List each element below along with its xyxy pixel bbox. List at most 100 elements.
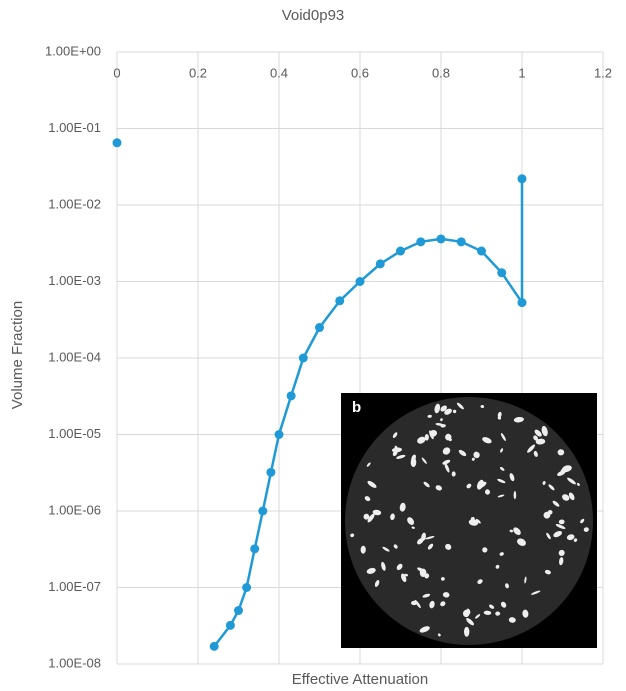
pore [483, 610, 492, 615]
pore [557, 470, 566, 476]
pore [411, 526, 415, 529]
data-point [112, 138, 122, 148]
pore [434, 403, 441, 414]
pore [547, 510, 553, 515]
pore [542, 481, 546, 485]
pore [473, 451, 480, 459]
pore [425, 536, 435, 540]
data-point [225, 620, 235, 630]
pore [466, 618, 475, 626]
data-point [375, 259, 385, 269]
pore [419, 626, 430, 633]
pore [500, 601, 507, 608]
data-point [396, 246, 405, 256]
pore [399, 502, 406, 512]
pore [363, 513, 370, 520]
x-tick-label: 0 [113, 65, 120, 80]
pore [561, 465, 572, 473]
pore [445, 433, 452, 441]
pore [566, 534, 575, 541]
pore [382, 546, 390, 552]
pore [477, 579, 483, 584]
pore [513, 416, 524, 423]
x-tick-label: 0.8 [432, 65, 450, 80]
pore [393, 544, 398, 549]
data-point [436, 234, 446, 244]
pore [451, 471, 456, 477]
pore [541, 425, 548, 437]
pore [517, 538, 526, 546]
inset-label: b [352, 399, 361, 416]
pore [407, 517, 415, 525]
pore [513, 527, 521, 535]
y-tick-label: 1.00E-05 [48, 426, 101, 441]
pore [390, 513, 395, 521]
pore [500, 448, 504, 453]
pore [442, 459, 451, 465]
pore [513, 491, 517, 500]
pore [497, 478, 506, 484]
pore [499, 466, 505, 471]
data-point [517, 174, 527, 184]
pore [480, 404, 485, 409]
data-point [274, 430, 284, 439]
pore [567, 477, 576, 485]
pore [533, 435, 538, 441]
y-tick-label: 1.00E-01 [48, 120, 101, 135]
pore [452, 409, 457, 414]
pore [442, 592, 450, 598]
pore [475, 518, 481, 524]
data-point [242, 583, 252, 592]
data-point [258, 506, 268, 516]
pore [468, 519, 479, 526]
y-tick-label: 1.00E-08 [48, 655, 101, 670]
pore [411, 454, 416, 462]
pore [458, 449, 467, 457]
data-point [266, 467, 276, 477]
pore [444, 408, 452, 415]
data-point [298, 353, 308, 363]
x-tick-label: 1 [518, 65, 525, 80]
pore [441, 577, 445, 581]
pore [445, 543, 452, 550]
pore [509, 529, 514, 533]
data-point [355, 277, 365, 286]
data-point [250, 544, 260, 554]
pore [497, 411, 502, 418]
pore [372, 509, 382, 516]
data-point [477, 246, 486, 256]
pore [366, 567, 376, 574]
x-tick-label: 0.4 [270, 65, 288, 80]
y-tick-label: 1.00E-06 [48, 502, 101, 517]
y-tick-label: 1.00E-03 [48, 273, 101, 288]
pore [392, 432, 398, 438]
data-point [286, 391, 296, 401]
pore [537, 439, 542, 444]
y-tick-label: 1.00E-04 [48, 349, 101, 364]
pore [440, 405, 447, 412]
pore [367, 480, 377, 488]
pore [440, 418, 443, 422]
pore [508, 617, 516, 623]
pore [350, 533, 355, 538]
pore [555, 523, 566, 530]
pore [580, 518, 585, 524]
pore [427, 543, 434, 550]
pore [568, 492, 575, 501]
pore [394, 445, 399, 452]
pore [471, 457, 475, 461]
pore [444, 463, 450, 473]
pore [417, 436, 426, 444]
y-tick-label: 1.00E-02 [48, 196, 101, 211]
x-tick-label: 0.6 [351, 65, 369, 80]
pore [544, 569, 551, 575]
pore [392, 450, 398, 457]
pore [421, 457, 427, 464]
pore [527, 444, 536, 453]
pore [435, 423, 444, 426]
pore [509, 473, 515, 482]
pore [489, 604, 495, 609]
pore [464, 626, 470, 637]
inset-sample [345, 397, 593, 645]
plot [112, 138, 527, 651]
